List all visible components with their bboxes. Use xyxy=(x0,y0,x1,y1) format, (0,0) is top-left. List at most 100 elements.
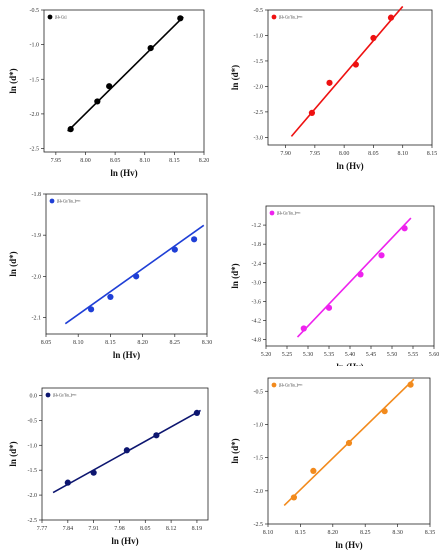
legend-marker xyxy=(269,210,275,216)
y-tick-label: -3.0 xyxy=(252,280,262,286)
x-tick-label: 8.15 xyxy=(105,340,116,346)
data-point xyxy=(308,109,316,117)
y-tick-label: -1.8 xyxy=(252,242,262,248)
x-tick-label: 7.95 xyxy=(51,158,62,164)
y-tick-label: -2.5 xyxy=(30,147,40,153)
legend-label: [H+Cit/Tm₂]ᴿᴹᴱ xyxy=(53,393,77,397)
x-axis-title: ln (Hv) xyxy=(336,362,363,366)
data-point xyxy=(64,479,71,486)
plot-frame xyxy=(43,9,205,153)
chart-svg: 8.05 8.10 8.15 8.20 8.25 8.30 -1.8 -1.9 -2.0 -2.1… xyxy=(8,192,212,360)
x-tick-label: 7.90 xyxy=(280,151,291,157)
x-tick-label: 5.20 xyxy=(261,352,272,358)
x-tick-label: 8.15 xyxy=(295,530,306,536)
fit-line xyxy=(290,5,404,137)
chart-panel-2: 7.90 7.95 8.00 8.05 8.10 8.15 -0.5 -1.0 -1.5 -2.0… xyxy=(222,0,443,182)
y-tick-label: -2.5 xyxy=(254,522,264,528)
data-point xyxy=(147,44,154,52)
y-tick-label: -0.5 xyxy=(254,8,264,14)
x-axis-title: ln (Hv) xyxy=(336,161,363,171)
x-tick-label: 5.55 xyxy=(408,352,419,358)
x-tick-label: 8.15 xyxy=(169,158,180,164)
chart-svg: 7.77 7.84 7.91 7.98 8.05 8.12 8.19 0.0 -0.5 -1.0 -… xyxy=(8,387,209,546)
data-point xyxy=(300,325,307,332)
y-tick-label: -1.5 xyxy=(254,456,264,462)
x-tick-label: 5.50 xyxy=(387,352,398,358)
legend-marker xyxy=(47,14,53,20)
legend-marker xyxy=(271,382,277,388)
y-tick-label: -1.9 xyxy=(32,233,42,239)
x-axis-title: ln (Hv) xyxy=(110,168,137,178)
y-tick-label: -2.1 xyxy=(32,316,42,322)
chart-panel-3: 8.05 8.10 8.15 8.20 8.25 8.30 -1.8 -1.9 -2.0 -2.1… xyxy=(0,184,220,366)
plot-frame xyxy=(267,377,431,525)
y-tick-label: -2.4 xyxy=(252,261,262,267)
y-tick-label: -1.0 xyxy=(30,43,40,49)
y-tick-label: -4.2 xyxy=(252,319,262,325)
y-tick-label: -2.0 xyxy=(28,493,38,499)
chart-panel-5: 7.77 7.84 7.91 7.98 8.05 8.12 8.19 0.0 -0.5 -1.0 -… xyxy=(0,368,220,550)
legend-label: [H+Cit/Tm₂]ᴿᴹᴱ xyxy=(279,15,303,19)
x-tick-label: 8.12 xyxy=(166,526,177,532)
data-point xyxy=(106,83,113,90)
y-axis-title: ln (d*) xyxy=(8,68,18,93)
x-tick-label: 5.45 xyxy=(366,352,377,358)
y-axis-title: ln (d*) xyxy=(230,438,240,463)
x-tick-label: 8.20 xyxy=(199,158,210,164)
x-tick-label: 7.84 xyxy=(63,526,74,532)
y-tick-label: -3.6 xyxy=(252,299,262,305)
data-point xyxy=(310,467,317,475)
chart-panel-1: 7.95 8.00 8.05 8.10 8.15 8.20 -0.5 -1.0 -1.5 -2.0… xyxy=(0,0,220,182)
y-tick-label: -1.0 xyxy=(254,33,264,39)
x-tick-label: 7.95 xyxy=(310,151,321,157)
fit-line xyxy=(67,16,184,132)
data-point xyxy=(387,14,395,21)
legend-label: [H+Cit/Tm₂]ᴿᴹᴱ xyxy=(57,199,81,203)
data-point xyxy=(345,439,353,447)
chart-svg: 7.90 7.95 8.00 8.05 8.10 8.15 -0.5 -1.0 -1.5 -2.0… xyxy=(230,5,437,171)
y-tick-label: -2.0 xyxy=(30,112,40,118)
data-point xyxy=(177,15,184,22)
legend-label: [H+Cit] xyxy=(55,15,66,19)
data-point xyxy=(381,408,388,415)
plot-frame xyxy=(41,387,209,521)
data-point xyxy=(352,61,359,68)
x-tick-label: 5.30 xyxy=(303,352,314,358)
legend-marker xyxy=(45,392,51,398)
y-axis-title: ln (d*) xyxy=(230,65,240,90)
y-tick-label: -3.0 xyxy=(254,135,264,141)
x-tick-label: 8.10 xyxy=(139,158,150,164)
data-point xyxy=(370,34,377,42)
data-point xyxy=(193,409,201,417)
y-tick-label: -1.5 xyxy=(30,77,40,83)
plot-frame xyxy=(265,205,435,347)
x-axis-title: ln (Hv) xyxy=(335,540,362,550)
x-tick-label: 5.60 xyxy=(429,352,440,358)
data-point xyxy=(378,252,385,259)
data-point xyxy=(153,432,160,439)
x-tick-label: 7.91 xyxy=(88,526,99,532)
data-point xyxy=(326,79,333,86)
legend-label: [H+Cit/Tm₂]ᴿᴹᴱ xyxy=(279,383,303,387)
y-tick-label: -1.8 xyxy=(32,192,42,198)
x-tick-label: 8.00 xyxy=(339,151,350,157)
plot-frame xyxy=(45,193,208,335)
x-tick-label: 8.10 xyxy=(397,151,408,157)
chart-svg: 7.95 8.00 8.05 8.10 8.15 8.20 -0.5 -1.0 -1.5 -2.0… xyxy=(8,8,210,178)
x-tick-label: 8.05 xyxy=(110,158,121,164)
data-point xyxy=(357,271,364,278)
legend-marker xyxy=(271,14,277,20)
data-point xyxy=(90,469,97,476)
data-point xyxy=(290,494,298,501)
y-tick-label: -2.0 xyxy=(254,84,264,90)
chart-panel-6: 8.10 8.15 8.20 8.25 8.30 8.35 -0.5 -1.0 -1.5 -2.0… xyxy=(222,368,443,550)
x-tick-label: 8.19 xyxy=(192,526,203,532)
y-tick-label: -0.5 xyxy=(30,8,40,14)
legend-marker xyxy=(49,198,55,204)
chart-svg: 8.10 8.15 8.20 8.25 8.30 8.35 -0.5 -1.0 -1.5 -2.0… xyxy=(230,377,435,550)
y-tick-label: -2.0 xyxy=(254,489,264,495)
data-point xyxy=(87,306,95,313)
data-point xyxy=(191,236,198,243)
plot-frame xyxy=(267,9,433,146)
y-axis-title: ln (d*) xyxy=(230,263,240,288)
